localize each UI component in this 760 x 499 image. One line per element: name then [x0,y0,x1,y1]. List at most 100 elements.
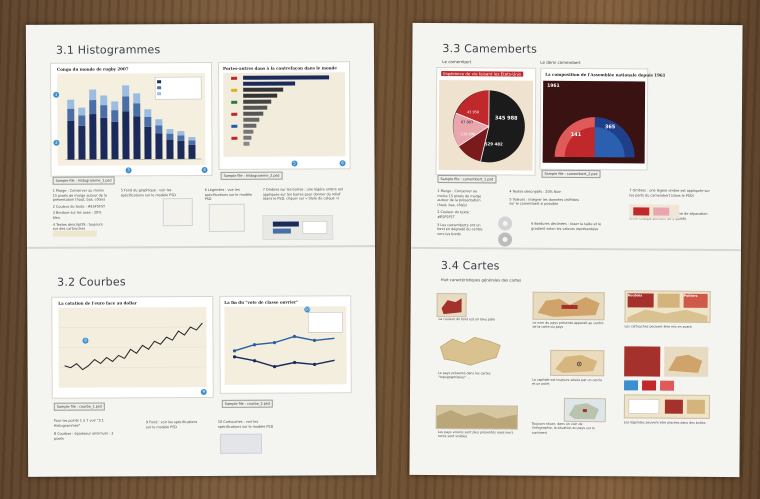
map-caption-2: Le pays présenté dans les cartes "topogr… [438,371,491,380]
histogram-1-bar-segment [166,133,174,140]
histogram-1-bar-segment [122,111,130,160]
sample-file-courbe-2: Sample file : courbe_2.psd [221,399,273,408]
cartouche-example [219,433,263,454]
marker-3: 3 [125,167,132,174]
left-booklet-spread: 3.1 Histogrammes Congo du monde de rugby… [25,23,377,477]
curve-chart-1: La cotation de l'euro face au dollar 8 9 [51,295,214,399]
map-thumb-background [436,293,467,318]
histogram-1-bar-segment [100,95,108,106]
map-kazakhstan-shape [439,336,501,366]
histogram-1-bar-segment [78,125,86,160]
section-title-histogrammes: 3.1 Histogrammes [55,43,161,57]
histogram-1-bar-segment [89,100,97,115]
sample-file-camembert-1: Sample file : camembert_1.psd [437,175,497,184]
map-caption-4: Le nom du pays présenté apparaît au cent… [532,320,604,330]
histogram-1-bar-segment [100,105,108,118]
histogram-1-bar-segment [144,109,152,117]
histogram-1-bar-segment [89,114,97,160]
semi-pie-subtitle: Le demi camembert [540,59,581,66]
pie-value-4: 43 950 [466,110,480,115]
pie-subtitle: Le camembert [442,59,472,65]
histogram-mid-swatch [162,198,193,227]
histogram-1-bar-segment [177,135,185,141]
curve-2-lines [224,306,347,385]
marker-4: 4 [201,166,208,173]
sample-file-histogramme-2: Sample file : histogramme_2.psd [220,171,283,180]
semi-pie-value-2: 365 [604,124,616,131]
semi-pie-year: 1961 [547,83,560,89]
histogram-note-mid: 5 Fond du graphique : voir les spécifica… [120,188,176,198]
map-caption-8: Les légendes peuvent être placées dans d… [623,420,706,425]
histogram-notes-left: 1 Marge : Conserver au moins 15 pixels d… [52,188,107,231]
section-title-courbes: 3.2 Courbes [57,275,126,289]
pie-notes-col-1: 1 Marge : Conserver au moins 15 pixels d… [437,189,483,236]
histogram-1-bar-segment [144,126,152,160]
histogram-1-bar-segment [89,89,97,101]
right-booklet-spread: 3.3 Camemberts Le camembert Le demi came… [409,22,743,478]
map-thumb-continent [563,397,606,423]
note-sample-swatch [52,230,97,237]
histogram-1-bar-segment [111,101,119,111]
semi-pie-chart [542,80,646,164]
semi-pie-chart-frame: La composition de l'Assemblée nationale … [539,67,665,171]
histogram-1-bar-segment [188,144,196,160]
map-caption-3: Les pays voisins sont plus présentés mai… [437,430,514,439]
histogram-1-bar-segment [122,96,130,112]
curve-note-right: 10 Cartouches : voir les spécifications … [217,419,274,429]
semi-pie-value-1: 141 [570,131,582,139]
curve-chart-2: La fin du "vote de classe ouvrier" 10 [219,295,352,394]
histogram-chart-1: Congo du monde de rugby 2007 1 2 3 4 [50,61,213,177]
histogram-1-bar-segment [166,129,174,134]
marker-1: 1 [53,91,60,98]
marker-10: 10 [304,306,311,313]
histogram-2-bars [223,72,346,157]
map-thumb-capital [550,349,605,377]
map-thumb-legend-boxes [623,394,710,419]
histogram-1-bar-segment [155,119,163,126]
histogram-1-bar-segment [188,140,196,145]
curve-note-mid: 9 Fond : voir les spécifications sur le … [145,420,198,429]
histogram-1-bar-segment [67,99,75,109]
histogram-chart-2: Portes-autres dans à la contrefaçon dans… [218,61,351,170]
pie-value-2: 529 482 [484,141,503,147]
pie-notes-col-2: 4 Textes descriptifs : 20% Noir 5 Valeur… [509,189,579,207]
histogram-1-bar-segment [67,108,75,121]
right-fold-line [411,246,742,252]
sample-file-histogramme-1: Sample file : histogramme_1.psd [52,176,115,185]
marker-2: 2 [53,139,60,146]
sample-file-courbe-1: Sample file : courbe_1.psd [53,402,105,411]
histogram-1-bar-segment [133,116,141,160]
histogram-1-bar-segment [100,117,108,160]
histogram-1-bars [57,72,206,166]
section-title-camemberts: 3.3 Camemberts [442,42,538,56]
map-label-roubaix: Roubaix [627,293,643,298]
histogram-1-bar-segment [166,139,174,160]
histogram-note-right: 6 Légendes : voir les spécifications sur… [204,187,253,202]
marker-5: 5 [291,160,298,167]
histogram-1-bar-segment [122,85,130,97]
map-thumb-country-name [532,291,605,321]
histogram-1-bar-segment [78,107,86,116]
histogram-1-bar-segment [144,116,152,127]
pie-chart-frame: Espérance de vie faisant les États-Unis … [435,67,537,176]
curve-notes-left: Pour les points 1 à 7 voir "3.1 Histogra… [53,418,114,441]
histogram-note-far: 7 Ombres sur les barres : une légère omb… [262,187,344,201]
histogram-1-bar-segment [133,93,141,104]
curve-1-line [58,306,207,388]
shadow-pie-example [629,204,680,219]
pie-value-3: 116 698 [460,132,476,137]
histogram-1-bar-segment [188,137,196,141]
marker-6: 6 [339,160,346,167]
map-caption-7: Les cartouches peuvent être mis en avant [624,324,692,329]
shadow-example-graphic [262,215,334,240]
map-thumb-cartouches [624,290,711,323]
map-thumb-neighbours [435,405,518,430]
left-fold-line [26,245,375,249]
donut-examples [498,216,513,247]
marker-9: 9 [200,388,207,396]
histogram-1-bar-segment [111,110,119,122]
histogram-right-swatch [208,203,245,232]
histogram-1-bar-segment [78,115,86,126]
map-thumb-legends [624,346,709,391]
map-label-poitiers: Poitiers [683,293,698,298]
